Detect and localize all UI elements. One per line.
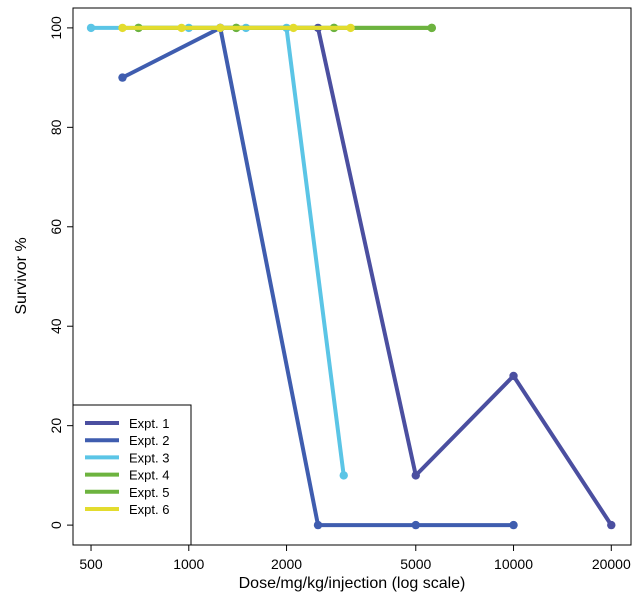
series-point-2 <box>313 520 323 530</box>
x-tick-label: 2000 <box>271 556 302 572</box>
y-axis-title: Survivor % <box>13 237 30 315</box>
plot-frame <box>72 7 632 546</box>
series-line-1 <box>218 25 614 528</box>
legend: Expt. 1 Expt. 2 Expt. 3 Expt. 4 Expt. 5 Expt.… <box>72 404 192 546</box>
series-point-6 <box>346 23 355 33</box>
y-tick-label: 20 <box>48 418 64 434</box>
y-tick-label: 0 <box>48 521 64 529</box>
series-point-6 <box>177 23 186 33</box>
series-point-6 <box>289 23 298 33</box>
legend-label: Expt. 2 <box>129 433 169 448</box>
x-tick-label: 500 <box>79 556 103 572</box>
series-point-6 <box>118 23 127 33</box>
x-tick-label: 1000 <box>173 556 204 572</box>
y-tick-label: 60 <box>48 219 64 235</box>
series-point-5 <box>427 23 436 33</box>
x-axis: 500 1000 2000 5000 10000 20000 <box>79 545 631 572</box>
x-tick-label: 10000 <box>494 556 533 572</box>
series-point-1 <box>509 371 518 381</box>
y-tick-label: 80 <box>48 119 64 135</box>
legend-label: Expt. 6 <box>129 502 169 517</box>
x-tick-label: 20000 <box>592 556 631 572</box>
legend-label: Expt. 5 <box>129 485 169 500</box>
series-layer <box>86 23 616 530</box>
series-point-2 <box>118 73 127 82</box>
series-point-6 <box>216 23 225 33</box>
legend-label: Expt. 4 <box>129 468 169 483</box>
legend-label: Expt. 3 <box>129 450 169 465</box>
y-tick-label: 40 <box>48 318 64 334</box>
y-tick-label: 100 <box>48 16 64 40</box>
series-point-3 <box>339 471 348 480</box>
y-axis: 0 20 40 60 80 100 <box>48 16 73 529</box>
series-point-2 <box>411 520 420 530</box>
series-point-1 <box>411 471 420 480</box>
x-axis-title: Dose/mg/kg/injection (log scale) <box>238 575 466 592</box>
series-point-1 <box>607 520 616 530</box>
legend-label: Expt. 1 <box>129 416 169 431</box>
x-tick-label: 5000 <box>400 556 431 572</box>
series-point-2 <box>509 520 518 530</box>
series-point-3 <box>86 23 96 33</box>
